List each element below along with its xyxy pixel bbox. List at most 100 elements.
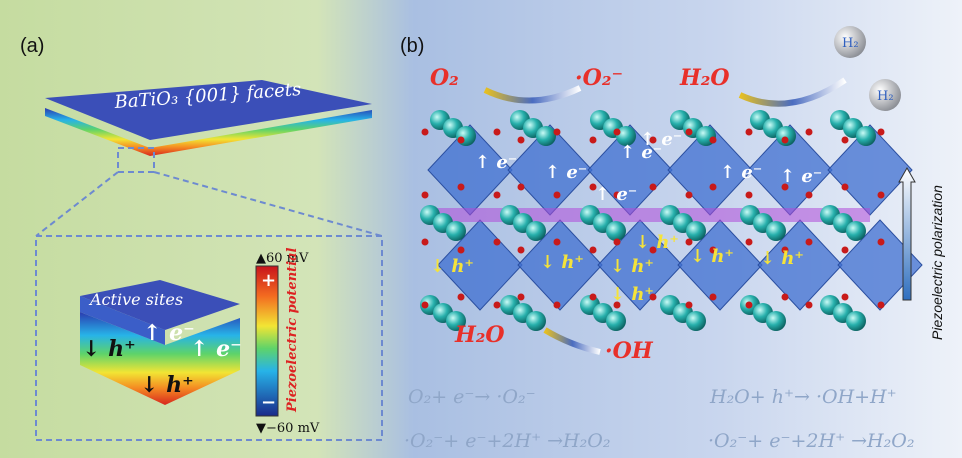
- o-atom: [422, 239, 429, 246]
- species: O₂: [430, 65, 459, 91]
- equation: ·O₂⁻+ e⁻+2H⁺ →H₂O₂: [708, 430, 914, 452]
- colorbar-plus: +: [261, 270, 276, 291]
- species: H₂O: [454, 322, 505, 348]
- hole-label: ↓ h⁺: [430, 256, 474, 277]
- o-atom: [422, 192, 429, 199]
- ba-atom: [686, 221, 706, 241]
- o-atom: [458, 137, 465, 144]
- species: H₂: [877, 89, 894, 104]
- o-atom: [554, 192, 561, 199]
- electron-label: ↑ e⁻: [780, 166, 822, 187]
- ba-atom: [846, 221, 866, 241]
- o-atom: [614, 239, 621, 246]
- colorbar-minus: −: [261, 392, 276, 413]
- colorbar-min: ▼−60 mV: [256, 421, 320, 436]
- o-atom: [842, 247, 849, 254]
- electron-label: ↑ e⁻: [475, 152, 517, 173]
- ba-atom: [536, 126, 556, 146]
- o-atom: [842, 184, 849, 191]
- o-atom: [686, 192, 693, 199]
- o-atom: [806, 192, 813, 199]
- equation: O₂+ e⁻→ ·O₂⁻: [408, 386, 536, 408]
- panel-label: (b): [400, 35, 424, 57]
- hole-label: ↓ h⁺: [610, 284, 654, 305]
- hole-label: ↓ h⁺: [690, 246, 734, 267]
- ba-atom: [766, 221, 786, 241]
- polarization-label: Piezoelectric polarization: [929, 185, 945, 340]
- ba-atom: [686, 311, 706, 331]
- o-atom: [686, 239, 693, 246]
- panel-label: (a): [20, 35, 44, 57]
- charge-label: ↑ e⁻: [190, 336, 242, 362]
- colorbar-max: ▲60 mV: [256, 251, 309, 266]
- o-atom: [710, 184, 717, 191]
- o-atom: [878, 192, 885, 199]
- o-atom: [746, 129, 753, 136]
- o-atom: [494, 302, 501, 309]
- o-atom: [422, 129, 429, 136]
- o-atom: [650, 184, 657, 191]
- ba-atom: [606, 221, 626, 241]
- o-atom: [422, 302, 429, 309]
- ba-atom: [846, 311, 866, 331]
- hole-label: ↓ h⁺: [760, 248, 804, 269]
- o-atom: [614, 129, 621, 136]
- ba-atom: [526, 221, 546, 241]
- colorbar-title: Piezoelectric potential: [285, 247, 300, 413]
- o-atom: [746, 239, 753, 246]
- ba-atom: [856, 126, 876, 146]
- hole-label: ↓ h⁺: [540, 252, 584, 273]
- o-atom: [806, 129, 813, 136]
- o-atom: [878, 239, 885, 246]
- block-label: Active sites: [88, 290, 183, 309]
- o-atom: [494, 129, 501, 136]
- electron-label: ↑ e⁻: [545, 162, 587, 183]
- species: H₂: [842, 36, 859, 51]
- o-atom: [458, 294, 465, 301]
- o-atom: [806, 239, 813, 246]
- o-atom: [590, 247, 597, 254]
- o-atom: [518, 137, 525, 144]
- o-atom: [686, 129, 693, 136]
- o-atom: [746, 302, 753, 309]
- ba-atom: [526, 311, 546, 331]
- species: ·O₂⁻: [575, 65, 623, 91]
- o-atom: [710, 294, 717, 301]
- figure: (a) BaTiO₃ {001} facets Active sites ↓ h…: [0, 0, 962, 458]
- o-atom: [554, 239, 561, 246]
- o-atom: [554, 129, 561, 136]
- o-atom: [878, 129, 885, 136]
- o-atom: [782, 137, 789, 144]
- electron-label: ↑ e⁻: [640, 129, 682, 150]
- o-atom: [710, 137, 717, 144]
- ba-atom: [606, 311, 626, 331]
- electron-label: ↑ e⁻: [720, 162, 762, 183]
- o-atom: [458, 247, 465, 254]
- hole-label: ↓ h⁺: [610, 256, 654, 277]
- ti-plane: [430, 208, 870, 222]
- charge-label: ↓ h⁺: [140, 372, 194, 398]
- o-atom: [686, 302, 693, 309]
- o-atom: [806, 302, 813, 309]
- o-atom: [782, 294, 789, 301]
- o-atom: [494, 192, 501, 199]
- o-atom: [842, 137, 849, 144]
- species: H₂O: [679, 65, 730, 91]
- electron-label: ↑ e⁻: [595, 184, 637, 205]
- species: ·OH: [605, 338, 654, 364]
- equation: ·O₂⁻+ e⁻+2H⁺ →H₂O₂: [404, 430, 610, 452]
- o-atom: [494, 239, 501, 246]
- o-atom: [590, 137, 597, 144]
- o-atom: [590, 294, 597, 301]
- hole-label: ↓ h⁺: [635, 232, 679, 253]
- o-atom: [518, 184, 525, 191]
- ba-atom: [766, 311, 786, 331]
- charge-label: ↓ h⁺: [82, 336, 136, 362]
- ba-atom: [456, 126, 476, 146]
- o-atom: [746, 192, 753, 199]
- charge-label: ↑ e⁻: [143, 320, 195, 346]
- ba-atom: [446, 221, 466, 241]
- o-atom: [518, 247, 525, 254]
- o-atom: [458, 184, 465, 191]
- o-atom: [842, 294, 849, 301]
